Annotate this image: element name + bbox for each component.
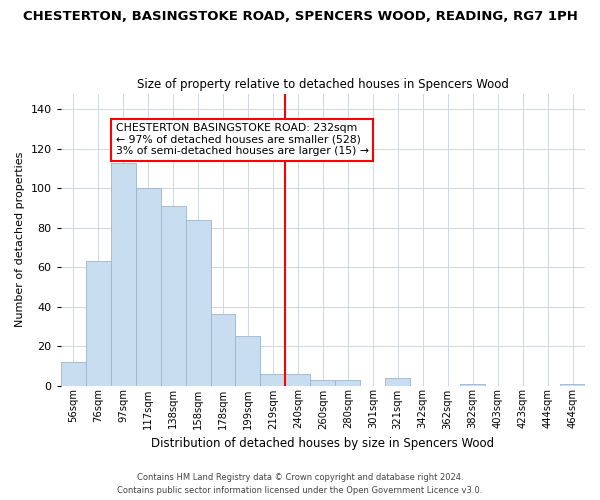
Bar [61,362,86,386]
Bar [185,220,211,386]
Text: Contains HM Land Registry data © Crown copyright and database right 2024.
Contai: Contains HM Land Registry data © Crown c… [118,474,482,495]
Bar [385,378,410,386]
Bar [211,314,235,386]
Title: Size of property relative to detached houses in Spencers Wood: Size of property relative to detached ho… [137,78,509,91]
Text: CHESTERTON BASINGSTOKE ROAD: 232sqm
← 97% of detached houses are smaller (528)
3: CHESTERTON BASINGSTOKE ROAD: 232sqm ← 97… [116,123,368,156]
Bar [260,374,286,386]
Bar [235,336,260,386]
Bar [161,206,185,386]
Bar [136,188,161,386]
Bar [460,384,485,386]
Bar [86,261,110,386]
X-axis label: Distribution of detached houses by size in Spencers Wood: Distribution of detached houses by size … [151,437,494,450]
Bar [110,162,136,386]
Bar [560,384,585,386]
Bar [335,380,361,386]
Text: CHESTERTON, BASINGSTOKE ROAD, SPENCERS WOOD, READING, RG7 1PH: CHESTERTON, BASINGSTOKE ROAD, SPENCERS W… [23,10,577,23]
Bar [286,374,310,386]
Bar [310,380,335,386]
Y-axis label: Number of detached properties: Number of detached properties [15,152,25,327]
